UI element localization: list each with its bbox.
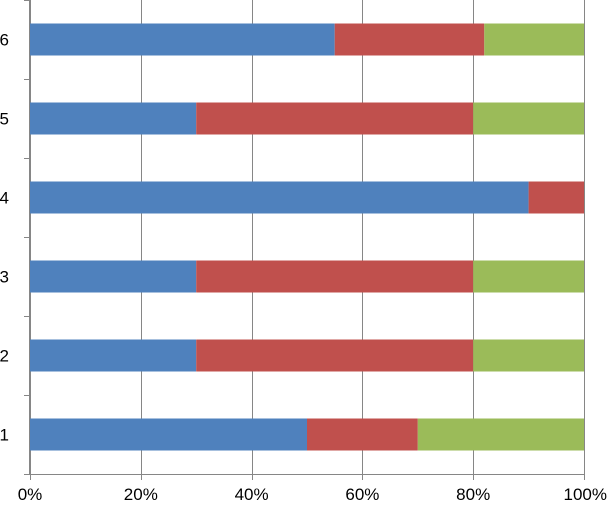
y-tick-label-3: 3 — [0, 268, 9, 287]
x-tick-label-4: 80% — [456, 485, 490, 504]
bar-segment-cat6-series1 — [30, 23, 335, 56]
x-tick-label-3: 60% — [345, 485, 379, 504]
bar-segment-cat2-series2 — [196, 339, 474, 372]
bar-segment-cat5-series3 — [473, 102, 584, 135]
bar-segment-cat1-series1 — [30, 418, 307, 451]
vertical-gridlines — [30, 0, 585, 474]
bar-segment-cat4-series1 — [30, 181, 529, 214]
x-tick-label-2: 40% — [235, 485, 269, 504]
bar-segment-cat4-series2 — [528, 181, 584, 214]
bar-segments — [30, 23, 584, 451]
bar-segment-cat3-series3 — [473, 260, 584, 293]
bar-segment-cat3-series2 — [196, 260, 474, 293]
y-tick-label-1: 1 — [0, 426, 9, 445]
y-tick-label-5: 5 — [0, 110, 9, 129]
x-tick-label-5: 100% — [564, 485, 607, 504]
x-tick-label-0: 0% — [18, 485, 43, 504]
x-tick-label-1: 20% — [124, 485, 158, 504]
bar-segment-cat6-series3 — [484, 23, 584, 56]
bar-segment-cat1-series3 — [417, 418, 584, 451]
bar-segment-cat5-series1 — [30, 102, 197, 135]
bar-segment-cat2-series3 — [473, 339, 584, 372]
bar-segment-cat2-series1 — [30, 339, 197, 372]
bar-segment-cat1-series2 — [307, 418, 418, 451]
bar-segment-cat3-series1 — [30, 260, 197, 293]
y-tick-label-6: 6 — [0, 31, 9, 50]
bar-segment-cat6-series2 — [334, 23, 485, 56]
bar-segment-cat5-series2 — [196, 102, 474, 135]
axes — [24, 0, 585, 480]
y-tick-label-4: 4 — [0, 189, 9, 208]
y-tick-label-2: 2 — [0, 347, 9, 366]
